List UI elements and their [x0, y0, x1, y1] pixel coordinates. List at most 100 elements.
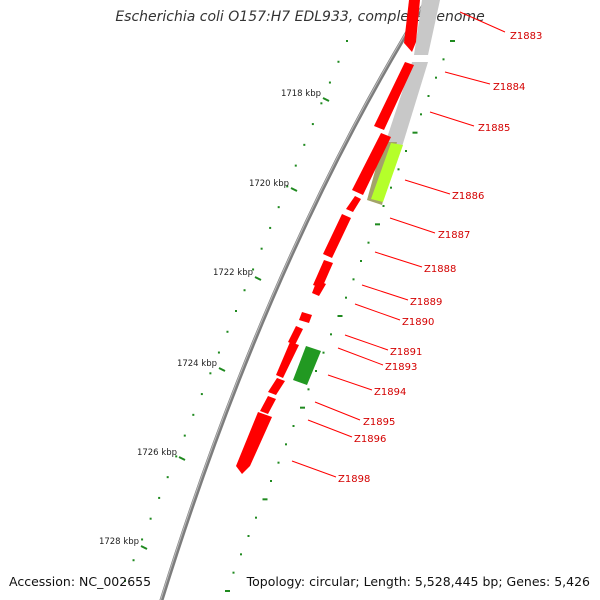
scale-dot — [252, 268, 255, 271]
gene-label-z1888: Z1888 — [424, 264, 456, 275]
cds-arrow — [404, 0, 420, 52]
inner-tick — [277, 461, 280, 464]
gene-labels: Z1883 Z1884 Z1885 Z1886 Z1887 Z1888 Z1889 Z1890… — [338, 31, 542, 485]
gene-label-z1883: Z1883 — [510, 31, 542, 42]
inner-tick — [337, 315, 343, 317]
inner-tick — [300, 406, 305, 409]
scale-dot — [269, 226, 272, 229]
map-title: Escherichia coli O157:H7 EDL933, complet… — [115, 9, 485, 25]
scale-label: 1724 kbp — [177, 359, 217, 369]
scale-dot — [132, 559, 135, 562]
scale-label: 1720 kbp — [249, 179, 289, 189]
inner-tick — [397, 168, 400, 171]
gene-leader — [389, 217, 436, 234]
gene-leader — [337, 347, 384, 366]
inner-tick — [405, 150, 407, 152]
inner-tick — [315, 370, 317, 372]
genome-backbone-highlight — [160, 0, 427, 600]
inner-tick — [427, 95, 430, 97]
gene-leader — [444, 71, 491, 85]
scale-dot — [192, 413, 195, 416]
lime-feature — [371, 143, 403, 202]
scale-label: 1726 kbp — [137, 448, 177, 458]
scale-dot — [209, 372, 212, 375]
inner-tick — [412, 131, 418, 134]
scale-tick — [322, 97, 330, 102]
accession-text: Accession: NC_002655 — [9, 574, 152, 589]
green-feature — [293, 346, 321, 385]
scale-dot — [320, 102, 323, 105]
inner-tick — [307, 388, 310, 391]
gene-leader — [291, 460, 337, 478]
gene-label-z1894: Z1894 — [374, 387, 406, 398]
cds-arrow — [276, 342, 299, 378]
scale-tick — [178, 456, 186, 461]
inner-tick — [390, 186, 392, 189]
scale-ticks — [140, 97, 330, 550]
gene-leader — [327, 374, 373, 391]
scale-dot — [286, 185, 289, 188]
scale-tick — [140, 545, 148, 550]
cds-track — [236, 0, 420, 474]
inner-tick — [262, 498, 268, 501]
scale-dot — [166, 476, 169, 479]
inner-tick — [330, 333, 332, 336]
gene-label-z1893: Z1893 — [385, 362, 417, 373]
inner-tick — [240, 553, 242, 556]
inner-tick — [442, 58, 445, 61]
gene-leaders — [291, 11, 506, 478]
grey-feature-2 — [383, 62, 428, 150]
gene-label-z1891: Z1891 — [390, 347, 422, 358]
gene-label-z1887: Z1887 — [438, 230, 470, 241]
scale-dot — [235, 310, 237, 312]
scale-dot — [226, 330, 229, 333]
genome-backbone — [159, 0, 430, 600]
cds-arrow — [268, 378, 285, 395]
inner-tick — [420, 113, 422, 116]
scale-dot — [337, 60, 340, 63]
scale-dot — [277, 206, 280, 209]
scale-tick — [254, 276, 262, 281]
gene-label-z1890: Z1890 — [402, 317, 434, 328]
scale-dot — [303, 143, 306, 146]
inner-tick — [270, 480, 272, 482]
inner-tick — [345, 296, 347, 299]
scale-dot — [149, 517, 152, 520]
cds-arrow — [236, 412, 272, 474]
inner-tick — [247, 535, 250, 537]
cds-arrow — [323, 214, 351, 258]
gene-leader — [307, 419, 353, 438]
scale-dot — [158, 496, 161, 499]
cds-arrow — [288, 326, 303, 345]
cds-arrow — [352, 133, 391, 195]
cds-arrow — [260, 396, 276, 414]
inner-tick — [382, 205, 385, 207]
scale-dot — [200, 393, 203, 396]
gene-label-z1895: Z1895 — [363, 417, 395, 428]
gene-label-z1896: Z1896 — [354, 434, 386, 445]
gene-leader — [314, 401, 361, 421]
inner-tick — [225, 590, 230, 592]
inner-tick — [292, 425, 295, 427]
gene-label-z1885: Z1885 — [478, 123, 510, 134]
cds-arrow — [312, 280, 326, 296]
inner-tick — [255, 516, 257, 519]
scale-label: 1722 kbp — [213, 268, 253, 278]
scale-tick — [290, 187, 298, 192]
scale-dot — [141, 538, 144, 541]
scale-label: 1718 kbp — [281, 89, 321, 99]
cds-arrow — [299, 312, 312, 323]
scale-dot — [243, 289, 246, 292]
scale-dot — [124, 580, 126, 582]
inner-tick — [285, 443, 287, 446]
scale-dots — [124, 40, 455, 592]
cds-arrow — [346, 196, 361, 212]
grey-feature-1 — [414, 0, 440, 55]
scale-labels: 1718 kbp 1720 kbp 1722 kbp 1724 kbp 1726 kbp… — [99, 89, 321, 547]
gene-leader — [404, 179, 451, 195]
scale-label: 1728 kbp — [99, 537, 139, 547]
gene-leader — [361, 284, 409, 301]
scale-dot — [175, 455, 178, 458]
scale-dot — [294, 164, 297, 167]
